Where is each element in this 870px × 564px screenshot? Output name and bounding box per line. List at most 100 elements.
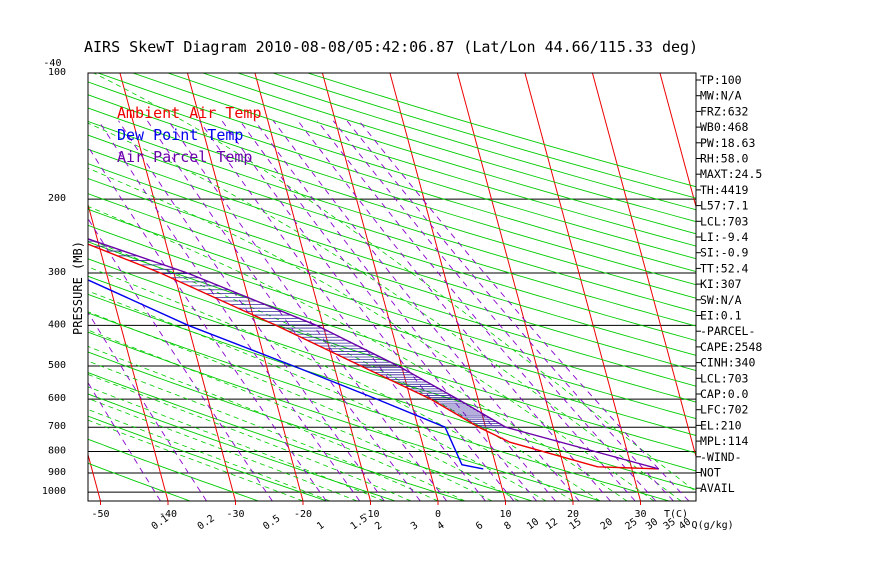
moist-adiabat-line <box>88 419 304 501</box>
dry-adiabat-line <box>88 178 696 372</box>
index-entry: MW:N/A <box>700 89 742 103</box>
dry-adiabat-line <box>88 107 696 299</box>
temp-tick-label-bottom: 10 <box>499 509 511 520</box>
mixing-ratio-unit-label: Q(g/kg) <box>692 520 734 531</box>
dry-adiabat-line <box>88 415 328 501</box>
moist-adiabat-line <box>88 206 628 501</box>
index-entry: RH:58.0 <box>700 152 749 166</box>
dry-adiabat-line <box>97 73 696 260</box>
temp-tick-label-bottom: -10 <box>361 509 379 520</box>
isotherm-line <box>88 202 169 501</box>
pressure-tick-label: 400 <box>48 319 66 330</box>
isotherm-line <box>659 73 696 209</box>
legend: Ambient Air Temp Dew Point Temp Air Parcel… <box>117 104 262 166</box>
temp-tick-label-bottom: -20 <box>294 509 312 520</box>
index-entry: CAPE:2548 <box>700 340 762 354</box>
index-entry: CINH:340 <box>700 356 755 370</box>
isotherm-line <box>186 73 304 501</box>
mixing-ratio-line <box>358 120 690 501</box>
moist-adiabat-line <box>93 73 696 493</box>
mixing-ratio-label: 4 <box>435 520 446 532</box>
mixing-ratio-label: 8 <box>502 520 513 532</box>
dry-adiabat-line <box>88 134 696 327</box>
index-entry: MPL:114 <box>700 434 749 448</box>
mixing-ratio-line <box>98 120 361 501</box>
dry-adiabat-line <box>88 224 696 420</box>
index-entry: EL:210 <box>700 418 742 432</box>
dry-adiabat-line <box>88 293 696 490</box>
sounding-series <box>88 238 659 470</box>
index-entry: CAP:0.0 <box>700 387 749 401</box>
mixing-ratio-line <box>297 120 611 501</box>
mixing-ratio-line <box>199 120 486 501</box>
temp-tick-label-bottom: 0 <box>435 509 441 520</box>
moist-adiabat-line <box>88 329 493 501</box>
chart-title: AIRS SkewT Diagram 2010-08-08/05:42:06.8… <box>84 38 698 56</box>
index-entry: -WIND- <box>700 450 742 464</box>
isotherm-line <box>591 73 696 459</box>
index-entry: NOT <box>700 466 721 480</box>
dry-adiabat-line <box>88 163 696 356</box>
mixing-ratio-line <box>239 120 537 501</box>
plot-frame <box>87 72 697 502</box>
pressure-tick-label: 200 <box>48 193 66 204</box>
legend-entry: Ambient Air Temp <box>117 104 262 122</box>
dry-adiabat-line <box>88 331 601 501</box>
mixing-ratio-line <box>118 120 385 501</box>
temp-tick-label-bottom: 30 <box>634 509 646 520</box>
pressure-tick-label: 500 <box>48 360 66 371</box>
isotherm-line <box>119 73 236 501</box>
dew-point-line <box>88 279 484 470</box>
ambient-temp-line <box>88 243 659 470</box>
legend-entry: Dew Point Temp <box>117 126 243 144</box>
temp-tick-label-bottom: 20 <box>567 509 579 520</box>
moist-adiabat-line <box>88 122 682 501</box>
temp-tick-label-bottom: -40 <box>159 509 177 520</box>
temp-tick-label-bottom: -30 <box>226 509 244 520</box>
mixing-ratio-line <box>88 381 161 501</box>
y-axis-label: PRESSURE (MB) <box>71 241 85 335</box>
pressure-tick-label: 100 <box>48 67 66 78</box>
index-entry: FRZ:632 <box>700 104 748 118</box>
pressure-tick-label: 600 <box>48 393 66 404</box>
mixing-ratio-line <box>88 217 273 501</box>
dry-adiabat-line <box>88 241 696 436</box>
mixing-ratio-line <box>316 120 636 501</box>
dry-adiabat-line <box>88 462 191 501</box>
mixing-ratio-line <box>168 120 448 501</box>
mixing-ratio-label: 6 <box>474 520 485 532</box>
mixing-ratio-line <box>88 311 207 501</box>
pressure-tick-label: 900 <box>48 467 66 478</box>
index-entry: -PARCEL- <box>700 324 755 338</box>
dry-adiabat-line <box>88 312 670 501</box>
pressure-tick-label: 300 <box>48 267 66 278</box>
moist-adiabat-line <box>88 346 466 501</box>
index-entry: LCL:703 <box>700 214 749 228</box>
dry-adiabat-line <box>88 208 696 403</box>
mixing-ratio-label: 1 <box>315 520 326 532</box>
mixing-ratio-label: 3 <box>409 520 420 532</box>
index-entry: LCL:703 <box>700 371 749 385</box>
index-entry: LI:-9.4 <box>700 230 749 244</box>
dry-adiabat-line <box>88 81 696 273</box>
index-entry: EI:0.1 <box>700 309 742 323</box>
dry-adiabat-line <box>88 148 696 342</box>
dry-adiabat-line <box>88 193 696 387</box>
index-entry: MAXT:24.5 <box>700 167 762 181</box>
moist-adiabat-line <box>88 374 412 501</box>
index-entry: TH:4419 <box>700 183 749 197</box>
index-entry: WB0:468 <box>700 120 749 134</box>
t-unit-label: T(C) <box>664 509 688 520</box>
dry-adiabat-line <box>88 120 696 313</box>
pressure-tick-label: 800 <box>48 446 66 457</box>
dry-adiabat-line <box>88 258 696 454</box>
parcel-temp-line <box>88 238 659 470</box>
moist-adiabat-line <box>88 397 358 501</box>
moist-adiabat-line <box>88 409 331 501</box>
temp-tick-label-top: -40 <box>43 58 61 69</box>
index-entry: PW:18.63 <box>700 136 755 150</box>
index-entry: L57:7.1 <box>700 199 749 213</box>
